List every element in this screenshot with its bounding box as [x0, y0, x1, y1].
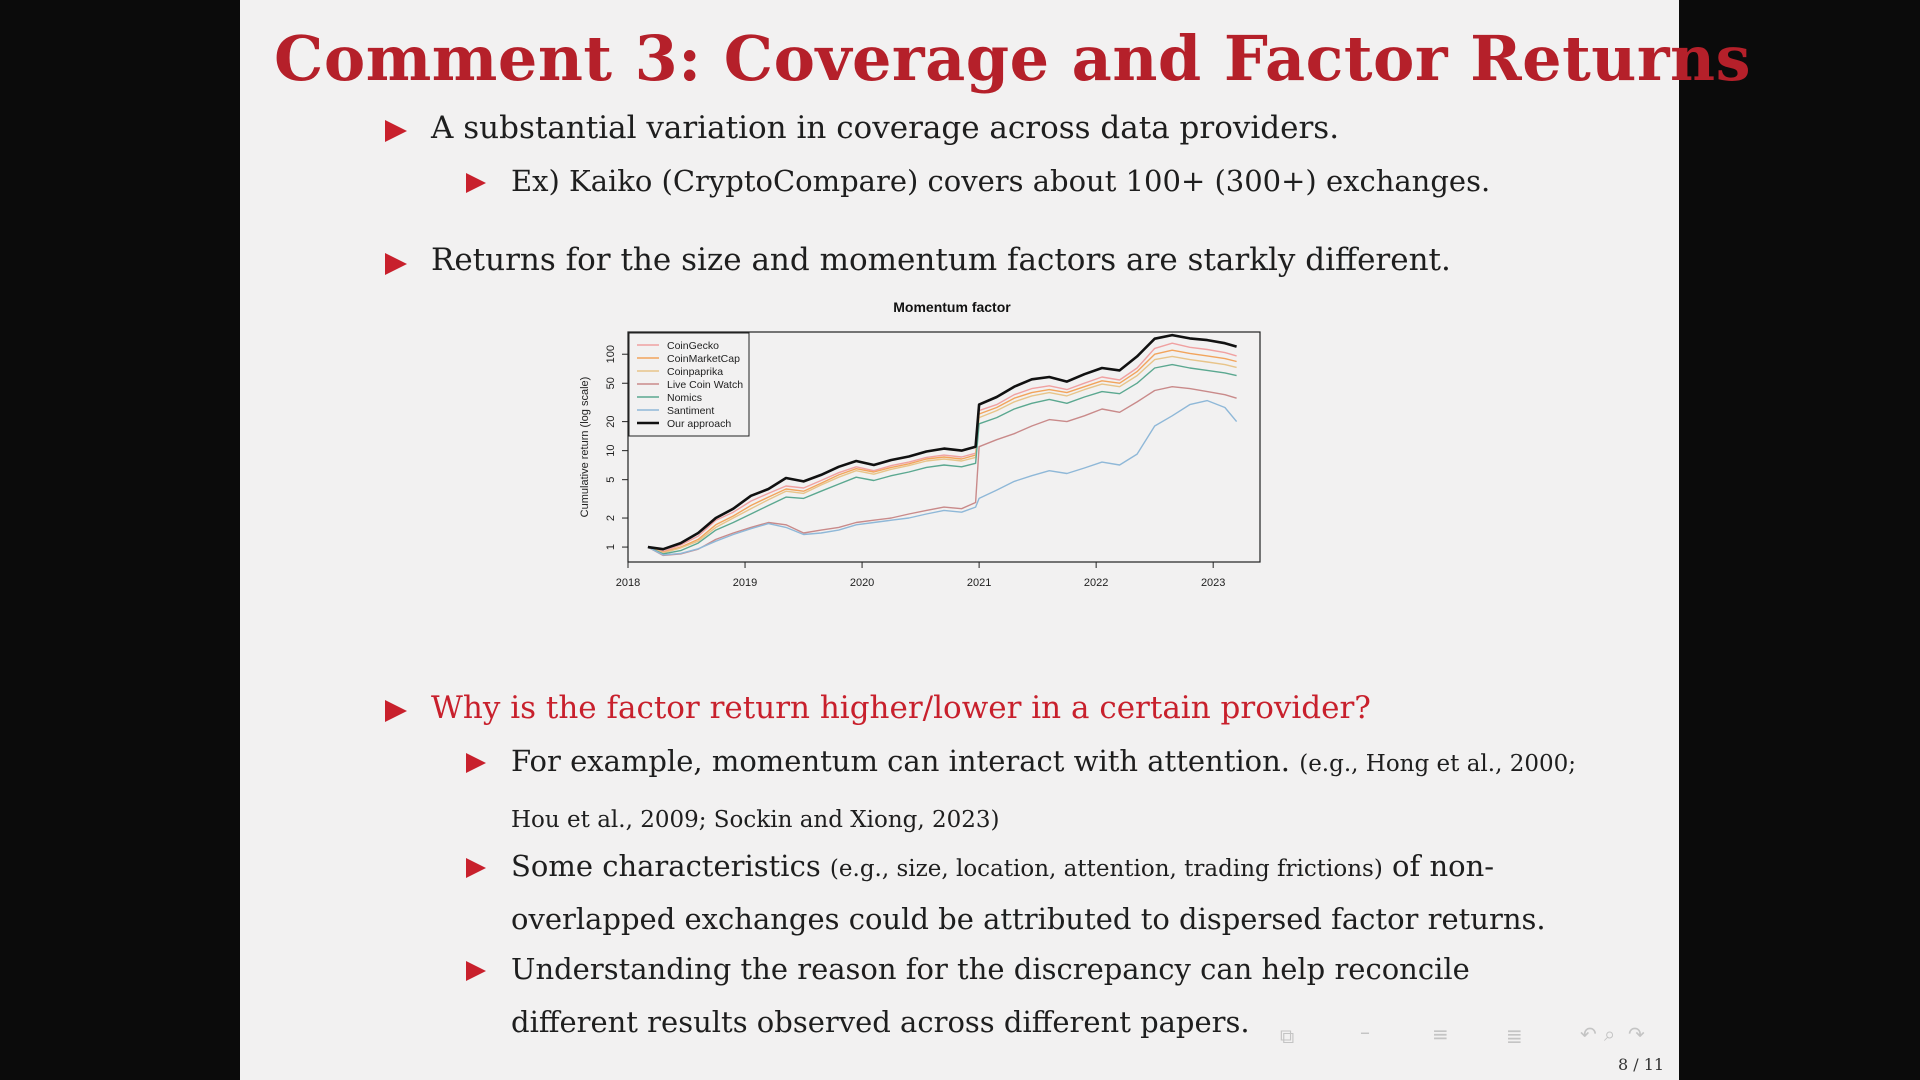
- slide-title: Comment 3: Coverage and Factor Returns: [274, 22, 1751, 95]
- momentum-chart: Momentum factor 1 2 5 10 20 50 100 Cumulative re…: [570, 290, 1370, 660]
- legend-label: Our approach: [667, 418, 731, 430]
- y-tick-label: 10: [605, 445, 617, 457]
- y-tick-label: 1: [605, 544, 617, 550]
- beamer-navigation: ⧉ – ≡ ≣ ↶ ⌕ ↷: [1280, 1020, 1660, 1050]
- series-line-coinmarketcap: [647, 349, 1237, 554]
- bullet-question: Why is the factor return higher/lower in…: [431, 690, 1371, 726]
- bullet-characteristics: Some characteristics (e.g., size, locati…: [511, 849, 1494, 883]
- plot-frame: [627, 331, 1261, 563]
- legend-label: CoinGecko: [667, 340, 719, 352]
- section-icon[interactable]: –: [1360, 1020, 1370, 1044]
- search-icon[interactable]: ⌕: [1604, 1022, 1616, 1046]
- y-tick-label: 2: [605, 515, 617, 521]
- characteristics-text: Some characteristics: [511, 849, 821, 883]
- bullet-arrow-icon: [466, 173, 486, 193]
- understanding-continued: different results observed across differ…: [511, 1005, 1250, 1039]
- y-tick-label: 5: [605, 477, 617, 483]
- series-line-nomics: [647, 363, 1237, 555]
- legend-label: Nomics: [667, 392, 702, 404]
- legend-label: Coinpaprika: [667, 366, 723, 378]
- page-number: 8 / 11: [1618, 1055, 1665, 1074]
- example-citation-continued: Hou et al., 2009; Sockin and Xiong, 2023…: [511, 807, 1000, 833]
- y-tick-label: 20: [605, 415, 617, 427]
- bullet-coverage: A substantial variation in coverage acro…: [431, 110, 1340, 146]
- x-tick-label: 2019: [733, 577, 757, 589]
- chart-title: Momentum factor: [893, 299, 1011, 315]
- undo-icon[interactable]: ↶: [1580, 1022, 1597, 1046]
- bullet-arrow-icon: [385, 120, 407, 142]
- bullet-arrow-icon: [385, 700, 407, 722]
- series-line-our-approach: [647, 333, 1237, 551]
- y-tick-label: 100: [605, 345, 617, 363]
- bullet-arrow-icon: [385, 253, 407, 275]
- x-tick-label: 2018: [616, 577, 640, 589]
- bullet-returns: Returns for the size and momentum factor…: [431, 242, 1451, 278]
- subsection-icon[interactable]: ≡: [1432, 1022, 1449, 1046]
- y-axis-label: Cumulative return (log scale): [579, 377, 591, 518]
- x-tick-label: 2020: [850, 577, 874, 589]
- characteristics-continued: overlapped exchanges could be attributed…: [511, 902, 1546, 936]
- y-tick-label: 50: [605, 377, 617, 389]
- x-tick-label: 2022: [1084, 577, 1108, 589]
- frame-icon[interactable]: ⧉: [1280, 1024, 1295, 1048]
- characteristics-text-end: of non-: [1392, 849, 1495, 883]
- example-citation: (e.g., Hong et al., 2000;: [1299, 751, 1576, 777]
- bullet-arrow-icon: [466, 858, 486, 878]
- bullet-example: For example, momentum can interact with …: [511, 744, 1576, 778]
- legend-label: Live Coin Watch: [667, 379, 743, 391]
- momentum-chart-svg: Momentum factor 1 2 5 10 20 50 100 Cumulative re…: [579, 299, 1261, 589]
- legend-label: CoinMarketCap: [667, 353, 740, 365]
- characteristics-citation: (e.g., size, location, attention, tradin…: [829, 856, 1383, 882]
- slide-icon[interactable]: ≣: [1506, 1024, 1523, 1048]
- bullet-understanding: Understanding the reason for the discrep…: [511, 952, 1470, 986]
- series-line-live-coin-watch: [647, 385, 1237, 557]
- series-line-coingecko: [647, 342, 1237, 553]
- bullet-arrow-icon: [466, 753, 486, 773]
- legend-label: Santiment: [667, 405, 714, 417]
- slide: Comment 3: Coverage and Factor Returns A…: [240, 0, 1750, 1080]
- x-tick-label: 2021: [967, 577, 991, 589]
- x-tick-label: 2023: [1201, 577, 1225, 589]
- redo-icon[interactable]: ↷: [1628, 1022, 1645, 1046]
- bullet-arrow-icon: [466, 961, 486, 981]
- example-main-text: For example, momentum can interact with …: [511, 744, 1290, 778]
- bullet-kaiko: Ex) Kaiko (CryptoCompare) covers about 1…: [511, 164, 1491, 198]
- series-line-santiment: [647, 399, 1238, 556]
- series-line-coinpaprika: [647, 355, 1237, 554]
